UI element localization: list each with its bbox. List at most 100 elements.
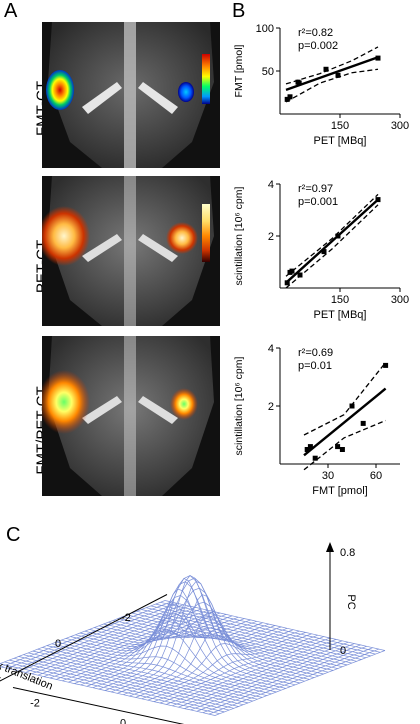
y-tick-label: 0	[120, 718, 126, 724]
ci-lower-line	[285, 68, 379, 103]
surface-mesh-line	[80, 617, 251, 686]
ci-upper-line	[285, 193, 379, 277]
stats-annotation: r²=0.97	[298, 183, 333, 195]
surface-mesh-line	[147, 634, 318, 701]
z-axis-label: PC	[345, 594, 357, 609]
surface-mesh-line	[86, 603, 257, 687]
scatter-scint-vs-pet: 150 300 2 4 PET [MBq] scintillation [10⁶ cpm]…	[233, 179, 409, 321]
ci-upper-line	[303, 362, 387, 436]
surface-mesh-line	[184, 643, 355, 709]
surface-mesh-line	[49, 612, 221, 679]
y-tick-label: 50	[262, 66, 274, 78]
data-point	[335, 444, 341, 450]
surface-mesh-line	[153, 636, 325, 702]
surface-mesh-line	[159, 637, 331, 704]
surface-mesh-line	[7, 602, 178, 669]
data-point	[287, 94, 293, 100]
data-point	[335, 233, 341, 239]
y-tick-label: 4	[268, 179, 274, 191]
y-tick-label: 100	[256, 23, 274, 35]
surface-mesh-line	[178, 641, 349, 708]
scatter-fmt-vs-pet: 150 300 50 100 PET [MBq] FMT [pmol] r²=0.82p=0…	[233, 23, 409, 147]
data-point	[335, 72, 341, 78]
x-tick-label: -2	[121, 612, 131, 624]
surface-mesh-line	[196, 645, 367, 712]
data-point	[312, 455, 318, 461]
surface-mesh-line	[135, 632, 306, 698]
surface-mesh-line	[98, 578, 270, 690]
surface-mesh-line	[62, 615, 233, 682]
surface-mesh-line	[0, 600, 166, 664]
data-point	[304, 447, 310, 452]
surface-mesh-line	[110, 580, 282, 693]
x-tick-label: 300	[391, 120, 409, 132]
data-point	[296, 80, 302, 86]
y-axis-label: scintillation [10⁶ cpm]	[233, 356, 245, 455]
x-tick-label: 150	[331, 120, 349, 132]
data-point	[323, 66, 329, 72]
surface-mesh-line	[117, 594, 288, 694]
surface-mesh-line	[37, 609, 208, 676]
panel-c-label: C	[6, 524, 21, 546]
surface-mesh-line	[104, 575, 276, 691]
surface-mesh-line	[43, 611, 215, 677]
x-tick-label: 30	[322, 470, 334, 482]
y-translation-axis	[12, 687, 185, 724]
data-point	[339, 447, 345, 452]
data-point	[375, 55, 381, 61]
stats-annotation: p=0.001	[298, 196, 338, 208]
surface-mesh-line	[202, 647, 373, 714]
surface-mesh-line	[208, 648, 380, 715]
fmt-ct-image	[42, 22, 220, 168]
y-axis-label: FMT [pmol]	[233, 44, 245, 97]
data-point	[297, 272, 303, 278]
surface-mesh-line	[55, 614, 227, 680]
data-point	[383, 362, 389, 368]
y-tick-label: 4	[268, 343, 274, 355]
ci-upper-line	[285, 46, 379, 85]
data-point	[284, 280, 290, 286]
y-tick-label: 2	[268, 401, 274, 413]
data-point	[321, 249, 327, 255]
data-point	[307, 444, 313, 450]
surface-mesh-line	[172, 640, 343, 707]
surface-mesh-line	[61, 630, 282, 691]
surface-mesh-line	[165, 639, 337, 705]
surface-mesh-line	[31, 608, 202, 675]
data-point	[284, 96, 290, 102]
x-tick-label: 0	[55, 638, 61, 650]
surface-mesh-line	[123, 611, 294, 696]
stats-annotation: p=0.01	[298, 360, 332, 372]
surface-mesh-line	[214, 650, 386, 716]
regression-line	[303, 387, 387, 457]
x-tick-label: 150	[331, 294, 349, 306]
fmt-pet-ct-image	[42, 336, 220, 496]
y-axis-label: scintillation [10⁶ cpm]	[233, 186, 245, 285]
x-tick-label: 60	[370, 470, 382, 482]
pet-ct-image	[42, 176, 220, 326]
regression-line	[285, 198, 379, 284]
y-tick-label: -2	[30, 698, 40, 710]
stats-annotation: p=0.002	[298, 40, 338, 52]
data-point	[360, 420, 366, 426]
x-axis-label: FMT [pmol]	[312, 485, 367, 497]
surface-mesh-line	[141, 633, 312, 700]
z-tick-label: 0.8	[340, 547, 355, 559]
surface-mesh-line	[19, 605, 190, 672]
panel-b-label: B	[232, 0, 246, 22]
surface-mesh-line	[129, 629, 300, 697]
x-axis-label: PET [MBq]	[314, 309, 367, 321]
surface-mesh-line	[190, 644, 361, 711]
panel-a-label: A	[4, 0, 18, 22]
stats-annotation: r²=0.69	[298, 347, 333, 359]
stats-annotation: r²=0.82	[298, 27, 333, 39]
x-axis-label: PET [MBq]	[314, 135, 367, 147]
data-point	[349, 403, 355, 409]
surface-mesh-line	[0, 601, 172, 668]
x-translation-axis	[0, 594, 168, 682]
x-tick-label: 300	[391, 294, 409, 306]
data-point	[375, 197, 381, 203]
scatter-scint-vs-fmt: 30 60 2 4 FMT [pmol] scintillation [10⁶ cpm] r…	[233, 343, 400, 497]
z-axis-arrow	[326, 542, 334, 552]
y-tick-label: 2	[268, 231, 274, 243]
